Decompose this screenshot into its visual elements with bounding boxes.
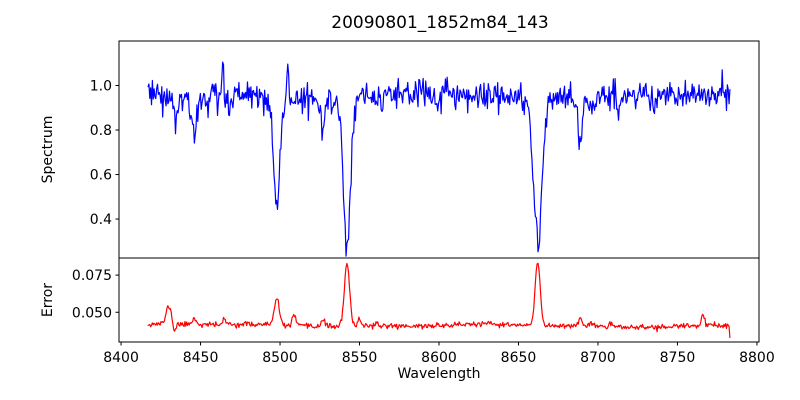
spectrum-y-axis-label: Spectrum xyxy=(40,116,56,184)
spectrum-y-ticks: 0.4 0.6 0.8 1.0 xyxy=(90,79,119,228)
x-tick-label: 8500 xyxy=(262,350,298,366)
spectrum-line xyxy=(147,61,731,257)
y-tick-label: 1.0 xyxy=(90,79,112,95)
x-tick-label: 8600 xyxy=(421,350,457,366)
x-tick-label: 8800 xyxy=(739,350,775,366)
x-axis-label: Wavelength xyxy=(397,366,480,382)
y-tick-label: 0.6 xyxy=(90,168,112,184)
x-tick-label: 8400 xyxy=(103,350,139,366)
y-tick-label: 0.4 xyxy=(90,212,112,228)
error-line xyxy=(147,262,731,339)
figure-title: 20090801_1852m84_143 xyxy=(331,13,548,33)
x-tick-label: 8750 xyxy=(660,350,696,366)
x-tick-label: 8650 xyxy=(501,350,537,366)
y-tick-label: 0.050 xyxy=(72,305,112,321)
x-tick-label: 8700 xyxy=(580,350,616,366)
error-y-ticks: 0.050 0.075 xyxy=(72,268,119,321)
x-tick-label: 8550 xyxy=(342,350,378,366)
y-tick-label: 0.8 xyxy=(90,123,112,139)
y-tick-label: 0.075 xyxy=(72,268,112,284)
x-tick-label: 8450 xyxy=(183,350,219,366)
error-y-axis-label: Error xyxy=(40,283,56,317)
x-axis-ticks: 8400 8450 8500 8550 8600 8650 8700 8750 8800 xyxy=(103,342,775,366)
